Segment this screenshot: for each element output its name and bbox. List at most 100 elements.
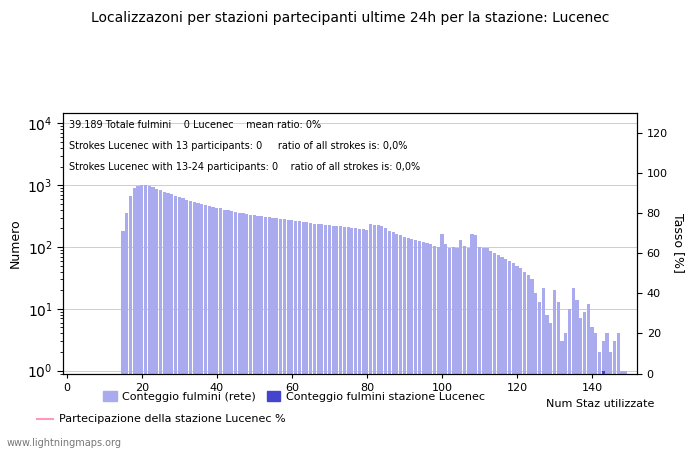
Bar xyxy=(361,229,365,450)
Bar xyxy=(106,392,110,450)
Bar xyxy=(467,248,470,450)
Bar xyxy=(170,194,174,450)
Bar xyxy=(114,392,117,450)
Bar xyxy=(470,234,473,450)
Bar xyxy=(88,392,91,450)
Bar xyxy=(298,221,301,450)
Bar xyxy=(174,196,177,450)
Text: 39.189 Totale fulmini    0 Lucenec    mean ratio: 0%: 39.189 Totale fulmini 0 Lucenec mean rat… xyxy=(69,120,321,130)
Bar xyxy=(309,223,312,450)
Bar xyxy=(343,227,346,450)
Bar xyxy=(564,333,567,450)
Bar xyxy=(73,392,76,450)
Bar xyxy=(272,218,274,450)
Bar xyxy=(373,225,376,450)
Text: Localizzazoni per stazioni partecipanti ultime 24h per la stazione: Lucenec: Localizzazoni per stazioni partecipanti … xyxy=(91,11,609,25)
Bar xyxy=(594,333,597,450)
Bar xyxy=(504,259,508,450)
Bar xyxy=(407,238,410,450)
Bar xyxy=(512,263,514,450)
Bar xyxy=(482,248,485,450)
Bar xyxy=(384,229,387,450)
Bar xyxy=(590,328,594,450)
Bar xyxy=(189,201,192,450)
Bar xyxy=(426,243,428,450)
Bar xyxy=(230,211,233,450)
Bar xyxy=(575,300,579,450)
Bar xyxy=(358,229,361,450)
Bar xyxy=(65,392,69,450)
Bar xyxy=(249,215,252,450)
Bar xyxy=(260,216,263,450)
Bar xyxy=(433,246,436,450)
Bar xyxy=(193,202,196,450)
Bar xyxy=(613,341,616,450)
Bar xyxy=(136,186,139,450)
Bar xyxy=(332,225,335,450)
Bar xyxy=(302,222,304,450)
Bar xyxy=(601,341,605,450)
Bar xyxy=(155,189,158,450)
Bar xyxy=(159,190,162,450)
Bar xyxy=(275,218,279,450)
Bar xyxy=(606,333,608,450)
Bar xyxy=(234,212,237,450)
Bar xyxy=(92,392,94,450)
Text: Num Staz utilizzate: Num Staz utilizzate xyxy=(546,399,654,409)
Bar xyxy=(350,228,354,450)
Bar xyxy=(380,226,384,450)
Bar xyxy=(496,255,500,450)
Bar xyxy=(197,203,199,450)
Bar xyxy=(121,231,125,450)
Bar xyxy=(523,272,526,450)
Bar xyxy=(624,371,627,450)
Bar xyxy=(474,235,477,450)
Bar xyxy=(354,228,357,450)
Bar xyxy=(410,238,414,450)
Bar xyxy=(448,248,451,450)
Bar xyxy=(572,288,575,450)
Bar xyxy=(556,302,560,450)
Bar xyxy=(245,214,248,450)
Bar xyxy=(399,235,402,450)
Bar xyxy=(538,302,541,450)
Bar xyxy=(493,253,496,450)
Bar xyxy=(227,211,230,450)
Bar xyxy=(515,266,519,450)
Bar xyxy=(508,261,511,450)
Bar xyxy=(549,323,552,450)
Bar xyxy=(429,244,433,450)
Y-axis label: Tasso [%]: Tasso [%] xyxy=(671,213,685,273)
Bar xyxy=(125,213,128,450)
Bar xyxy=(542,288,545,450)
Legend: Partecipazione della stazione Lucenec %: Partecipazione della stazione Lucenec % xyxy=(32,410,290,429)
Bar xyxy=(238,213,241,450)
Bar xyxy=(587,304,590,450)
Bar xyxy=(583,312,586,450)
Bar xyxy=(324,225,327,450)
Bar xyxy=(601,371,605,450)
Bar xyxy=(200,204,204,450)
Bar xyxy=(167,194,169,450)
Bar xyxy=(148,186,151,450)
Bar xyxy=(313,224,316,450)
Bar xyxy=(316,224,320,450)
Bar xyxy=(133,188,136,450)
Bar xyxy=(321,225,323,450)
Bar xyxy=(219,208,222,450)
Bar xyxy=(253,215,256,450)
Bar xyxy=(553,290,556,450)
Bar xyxy=(69,392,72,450)
Bar xyxy=(264,216,267,450)
Bar xyxy=(129,196,132,450)
Bar xyxy=(283,220,286,450)
Bar xyxy=(328,225,331,450)
Bar xyxy=(598,352,601,450)
Bar xyxy=(211,207,215,450)
Bar xyxy=(339,226,342,450)
Bar xyxy=(561,341,564,450)
Bar xyxy=(267,217,271,450)
Bar xyxy=(418,241,421,450)
Bar xyxy=(609,352,612,450)
Bar xyxy=(395,234,398,450)
